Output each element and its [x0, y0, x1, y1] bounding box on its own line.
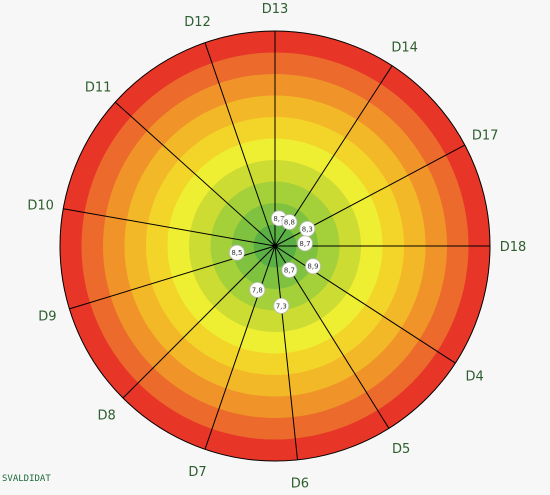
value-marker-label: 7,8 [252, 286, 263, 294]
value-marker[interactable]: 7,3 [273, 297, 290, 314]
value-marker-dot [228, 244, 245, 261]
value-marker-dot [281, 214, 298, 230]
spoke-label-d8: D8 [98, 408, 116, 423]
value-marker-dot [249, 281, 266, 298]
value-marker-label: 8,7 [299, 240, 310, 248]
footer-label: SVALDIDAT [2, 474, 51, 484]
value-marker-label: 8,3 [302, 225, 313, 233]
value-marker-label: 7,3 [276, 302, 287, 310]
spoke-label-d12: D12 [184, 15, 211, 30]
spoke-line-d14 [274, 65, 393, 247]
value-marker-label: 8,7 [273, 215, 284, 223]
spoke-line-d6 [274, 245, 298, 460]
value-marker[interactable]: 8,9 [305, 258, 321, 275]
value-marker[interactable]: 8,7 [297, 235, 313, 252]
value-marker[interactable]: 8,5 [228, 244, 245, 261]
value-marker-label: 8,8 [284, 219, 295, 227]
spoke-label-d9: D9 [38, 310, 56, 325]
spoke-line-d12 [204, 42, 276, 247]
value-markers: 8,7 8,88,38,78,98,77,37,88,5 [228, 210, 321, 314]
value-marker[interactable]: 8,3 [299, 220, 316, 237]
value-marker-dot [281, 262, 298, 278]
spoke-line-d7 [204, 245, 276, 450]
value-marker-label: 8,7 [284, 267, 295, 275]
spoke-line-d11 [114, 101, 276, 247]
spoke-label-d10: D10 [27, 199, 54, 214]
spoke-label-d4: D4 [465, 370, 483, 385]
spoke-label-d18: D18 [500, 240, 527, 255]
spoke-label-d7: D7 [188, 465, 206, 480]
value-marker[interactable]: 8,8 [281, 214, 298, 230]
spoke-line-d4 [274, 245, 456, 364]
value-marker[interactable]: 8,7 [281, 262, 298, 278]
spoke-label-d14: D14 [391, 40, 418, 55]
spoke-line-d10 [63, 208, 276, 247]
value-marker-label: 8,5 [231, 249, 242, 257]
spoke-label-d6: D6 [291, 477, 309, 492]
spoke-line-d8 [122, 245, 276, 399]
spoke-label-d13: D13 [262, 2, 289, 17]
spoke-label-d17: D17 [472, 128, 499, 143]
spoke-labels: D13 D14 D17 D18 D4 D5 D6 D7 D8 D9 D10 D11 D12 [27, 2, 526, 492]
value-marker[interactable]: 7,8 [249, 281, 266, 298]
spoke-label-d11: D11 [85, 81, 112, 96]
value-marker-dot [305, 258, 321, 275]
value-marker-dot [297, 235, 313, 252]
center-point [272, 243, 278, 249]
value-marker-label: 8,9 [307, 263, 318, 271]
value-marker-dot [273, 297, 290, 314]
spoke-label-d5: D5 [392, 442, 410, 457]
